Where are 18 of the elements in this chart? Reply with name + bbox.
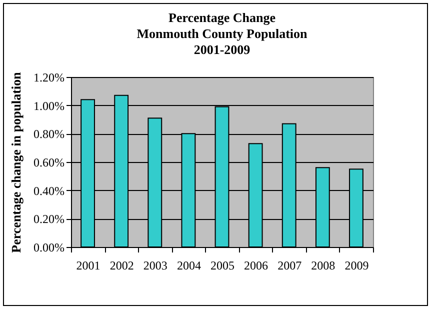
y-tick-label: 0.20% [34, 212, 64, 226]
x-tick-label: 2005 [210, 258, 234, 272]
x-tick-label: 2003 [143, 258, 168, 272]
y-tick-label: 0.00% [34, 240, 64, 254]
y-tick-label: 1.20% [34, 70, 64, 84]
y-tick-label: 0.40% [34, 184, 64, 198]
x-tick-label: 2002 [110, 258, 134, 272]
x-tick-label: 2004 [176, 258, 201, 272]
x-tick-label: 2008 [311, 258, 336, 272]
y-tick-label: 0.80% [34, 127, 64, 142]
y-tick-label: 0.60% [34, 156, 64, 170]
x-tick-label: 2009 [344, 258, 369, 272]
x-tick-label: 2007 [278, 258, 302, 272]
chart-title: Percentage Change Monmouth County Population 2001-2009 [136, 10, 308, 57]
y-axis-title: Percentage change in population [8, 71, 24, 253]
y-tick-label: 1.00% [34, 98, 64, 113]
x-tick-label: 2006 [244, 258, 268, 272]
x-tick-label: 2001 [76, 258, 100, 272]
